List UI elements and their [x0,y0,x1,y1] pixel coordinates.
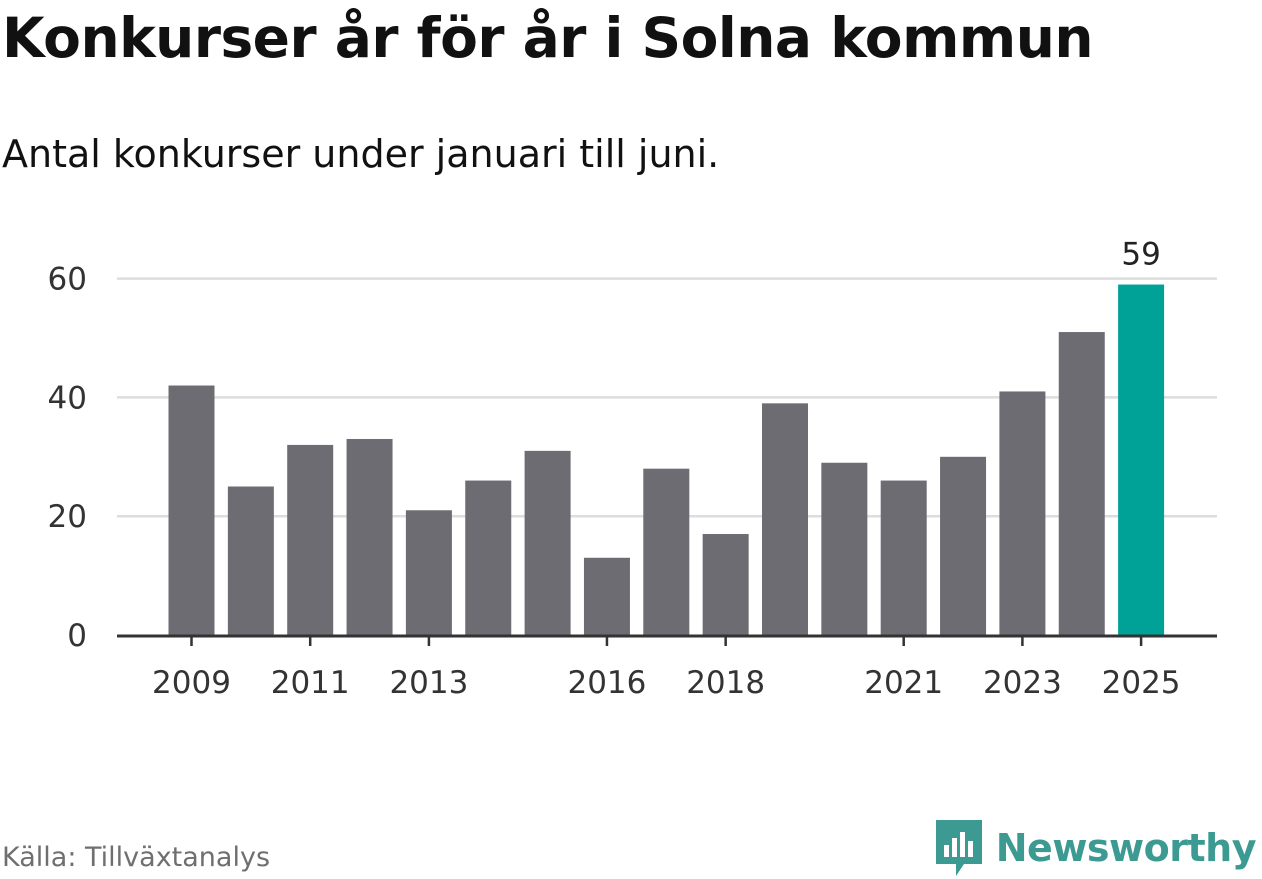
x-tick-label: 2016 [567,665,646,701]
bar [702,534,749,635]
source-note: Källa: Tillväxtanalys [2,842,271,873]
x-tick-label: 2021 [864,665,943,701]
bar [999,391,1046,635]
y-tick-label: 20 [48,499,87,535]
x-tick-label: 2013 [389,665,468,701]
x-axis [117,634,1217,646]
newsworthy-logo: Newsworthy [934,818,1257,878]
bar [346,438,393,635]
x-axis-labels: 2009 2011 2013 2016 2018 2021 2023 2025 [152,665,1181,701]
data-labels: 59 [1121,237,1160,273]
x-tick-label: 2011 [271,665,350,701]
y-tick-label: 0 [67,618,87,654]
brand-name: Newsworthy [995,826,1257,870]
bar [1118,284,1165,635]
bar [465,480,512,635]
bar [227,486,274,635]
bar [940,456,987,635]
bar [1058,332,1105,635]
bar [762,403,808,635]
y-axis-labels: 0 20 40 60 [48,262,87,654]
bars [168,284,1165,635]
chart-title: Konkurser år för år i Solna kommun [2,6,1094,70]
bar [287,444,334,635]
bar [583,557,630,635]
chart-subtitle: Antal konkurser under januari till juni. [2,132,720,176]
data-label: 59 [1121,237,1160,273]
bar [821,462,868,635]
bar [168,385,215,635]
bar [643,468,690,635]
bar [880,480,927,635]
newsworthy-icon [935,820,982,876]
x-tick-label: 2025 [1102,665,1181,701]
x-tick-label: 2023 [983,665,1062,701]
bar [524,450,571,635]
y-tick-label: 60 [48,262,87,298]
x-tick-label: 2018 [686,665,765,701]
bar [405,510,452,635]
x-tick-label: 2009 [152,665,231,701]
y-tick-label: 40 [48,380,87,416]
